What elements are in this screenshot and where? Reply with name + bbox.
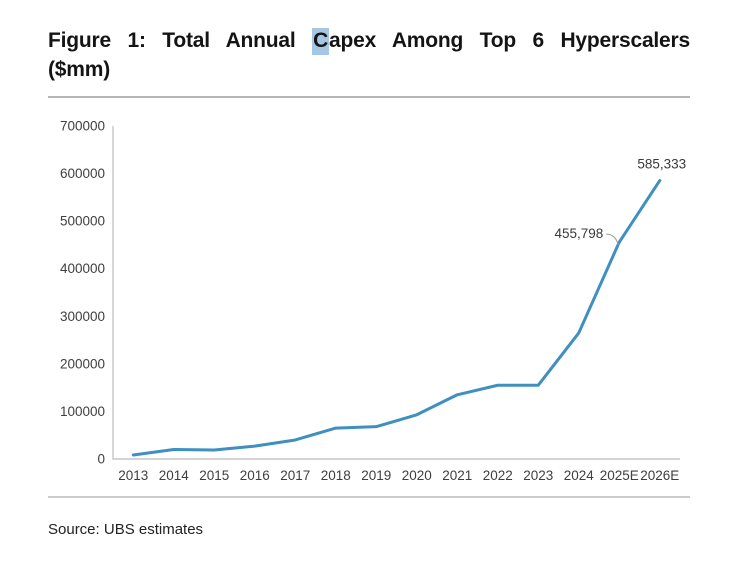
x-tick-label: 2023	[523, 468, 553, 483]
title-divider	[48, 96, 690, 98]
x-tick-label: 2017	[280, 468, 310, 483]
figure-title: Figure 1: Total Annual Capex Among Top 6…	[48, 26, 690, 84]
x-tick-label: 2026E	[640, 468, 679, 483]
y-tick-label: 200000	[60, 356, 105, 371]
x-tick-label: 2020	[402, 468, 432, 483]
x-tick-label: 2016	[240, 468, 270, 483]
y-tick-label: 0	[97, 452, 105, 467]
capex-line-chart: 0 100000 200000 300000 400000 500000 600000 700…	[60, 119, 686, 484]
y-tick-label: 300000	[60, 309, 105, 324]
annotation-2025E: 455,798	[554, 226, 603, 241]
annotation-2026E: 585,333	[637, 157, 686, 172]
title-text-before: Figure 1: Total Annual	[48, 29, 313, 52]
search-highlight: C	[312, 28, 330, 55]
title-text-after: apex Among Top 6 Hyperscalers	[329, 29, 690, 52]
x-tick-label: 2022	[483, 468, 513, 483]
x-tick-label: 2025E	[600, 468, 639, 483]
x-tick-label: 2019	[361, 468, 391, 483]
figure-title-units: ($mm)	[48, 58, 111, 81]
source-note: Source: UBS estimates	[48, 521, 204, 538]
source-divider	[48, 496, 690, 498]
y-tick-label: 700000	[60, 119, 105, 134]
x-tick-label: 2014	[159, 468, 190, 483]
x-tick-label: 2015	[199, 468, 229, 483]
y-tick-label: 400000	[60, 261, 105, 276]
x-tick-label: 2024	[564, 468, 595, 483]
capex-line	[131, 179, 662, 457]
y-tick-label: 500000	[60, 214, 105, 229]
y-tick-label: 600000	[60, 166, 105, 181]
x-tick-label: 2018	[321, 468, 351, 483]
x-tick-label: 2013	[118, 468, 148, 483]
x-tick-label: 2021	[442, 468, 472, 483]
axes	[112, 126, 680, 460]
figure-title-line1: Figure 1: Total Annual Capex Among Top 6…	[48, 26, 690, 55]
annotation-leader	[606, 233, 619, 246]
y-tick-label: 100000	[60, 404, 105, 419]
